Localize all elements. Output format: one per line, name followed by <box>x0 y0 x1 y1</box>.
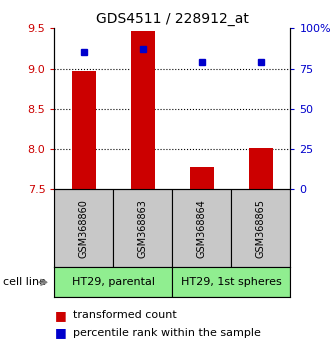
Bar <box>114 189 173 267</box>
Bar <box>249 148 273 189</box>
Text: cell line: cell line <box>3 277 46 287</box>
Text: percentile rank within the sample: percentile rank within the sample <box>73 328 260 338</box>
Bar <box>172 267 290 297</box>
Bar <box>231 189 290 267</box>
Title: GDS4511 / 228912_at: GDS4511 / 228912_at <box>96 12 249 26</box>
Text: GSM368860: GSM368860 <box>79 199 89 258</box>
Text: GSM368863: GSM368863 <box>138 199 148 258</box>
Text: ■: ■ <box>54 309 66 321</box>
Bar <box>54 267 172 297</box>
Text: HT29, parental: HT29, parental <box>72 277 155 287</box>
Text: GSM368864: GSM368864 <box>197 199 207 258</box>
Text: HT29, 1st spheres: HT29, 1st spheres <box>181 277 282 287</box>
Bar <box>54 189 114 267</box>
Text: ■: ■ <box>54 326 66 339</box>
Bar <box>172 189 231 267</box>
Bar <box>190 167 214 189</box>
Text: GSM368865: GSM368865 <box>256 199 266 258</box>
Bar <box>131 31 155 189</box>
Bar <box>72 71 96 189</box>
Text: transformed count: transformed count <box>73 310 176 320</box>
